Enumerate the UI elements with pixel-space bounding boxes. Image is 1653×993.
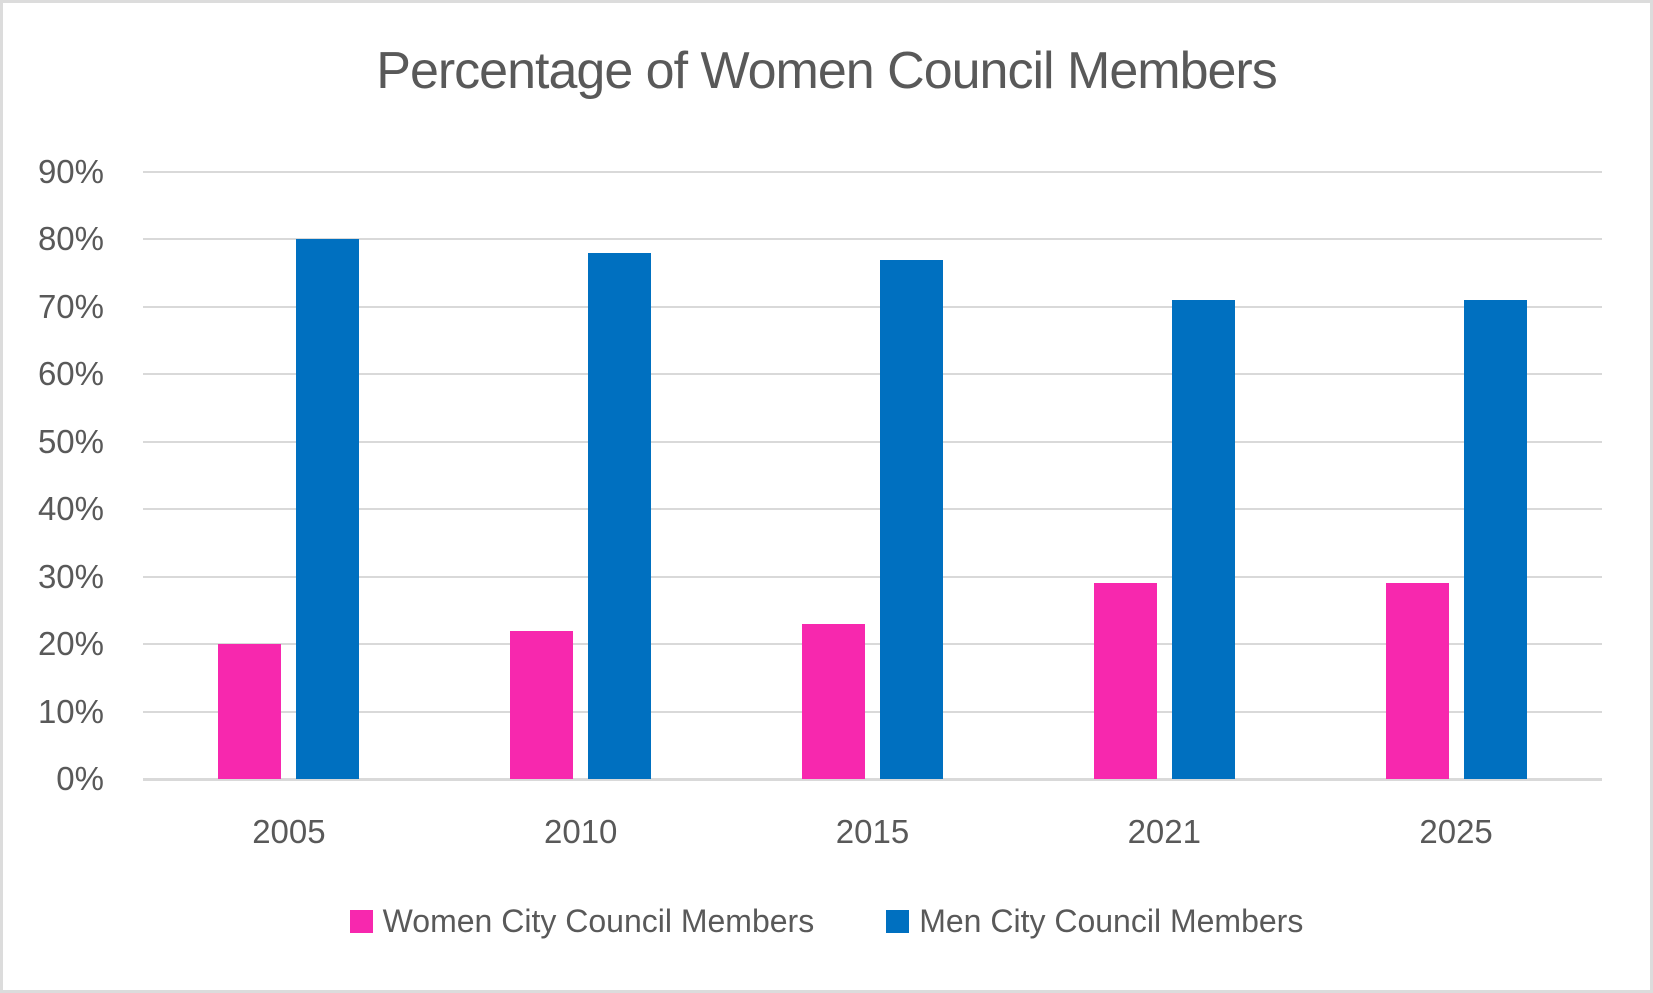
bar-group-2010 — [435, 172, 727, 779]
bar-women-2005 — [218, 644, 282, 779]
gridline — [143, 508, 1602, 511]
legend: Women City Council Members Men City Counc… — [3, 903, 1650, 940]
bar-men-2025 — [1463, 300, 1527, 779]
bar-men-2005 — [296, 239, 360, 779]
bar-group-2025 — [1310, 172, 1602, 779]
y-tick-label: 50% — [37, 422, 104, 460]
y-tick-label: 20% — [37, 625, 104, 663]
gridline — [143, 710, 1602, 713]
bar-group-2021 — [1018, 172, 1310, 779]
bar-group-2015 — [727, 172, 1019, 779]
y-tick-label: 40% — [37, 490, 104, 528]
bar-women-2010 — [510, 631, 574, 779]
y-tick-label: 80% — [37, 220, 104, 258]
bar-women-2021 — [1093, 583, 1157, 779]
gridline — [143, 643, 1602, 646]
gridline — [143, 373, 1602, 376]
chart-title: Percentage of Women Council Members — [376, 42, 1277, 100]
gridline — [143, 440, 1602, 443]
y-tick-label: 30% — [37, 557, 104, 595]
x-tick-label-2010: 2010 — [543, 813, 618, 850]
gridline — [143, 171, 1602, 173]
x-tick-label-2005: 2005 — [252, 813, 326, 850]
gridline — [143, 575, 1602, 578]
bar-women-2015 — [801, 624, 865, 779]
x-tick-label-2025: 2025 — [1419, 813, 1493, 850]
legend-swatch-icon — [886, 910, 910, 933]
y-tick-label: 60% — [37, 355, 104, 393]
legend-item-men: Men City Council Members — [886, 903, 1303, 940]
x-axis: 2005 2010 2015 2021 2025 — [143, 813, 1602, 851]
x-tick-label-2021: 2021 — [1127, 813, 1201, 850]
legend-swatch-icon — [349, 910, 373, 933]
y-tick-label: 10% — [37, 692, 104, 730]
bar-men-2010 — [588, 253, 652, 779]
y-tick-label: 90% — [37, 153, 104, 190]
x-tick-label-2015: 2015 — [835, 813, 910, 850]
bar-men-2021 — [1171, 300, 1235, 779]
bar-women-2025 — [1385, 583, 1449, 779]
legend-label: Women City Council Members — [382, 903, 815, 939]
legend-item-women: Women City Council Members — [349, 903, 815, 940]
legend-label: Men City Council Members — [919, 903, 1304, 939]
gridline — [143, 305, 1602, 308]
bar-group-2005 — [143, 172, 435, 779]
y-axis: 0% 10% 20% 30% 40% 50% 60% 70% 80% 90% — [3, 153, 104, 797]
gridline — [143, 778, 1602, 781]
gridline — [143, 238, 1602, 241]
y-tick-label: 0% — [56, 760, 104, 797]
y-tick-label: 70% — [37, 287, 104, 325]
plot-area — [143, 171, 1602, 781]
bar-men-2015 — [879, 260, 943, 779]
bars-layer — [143, 172, 1602, 779]
